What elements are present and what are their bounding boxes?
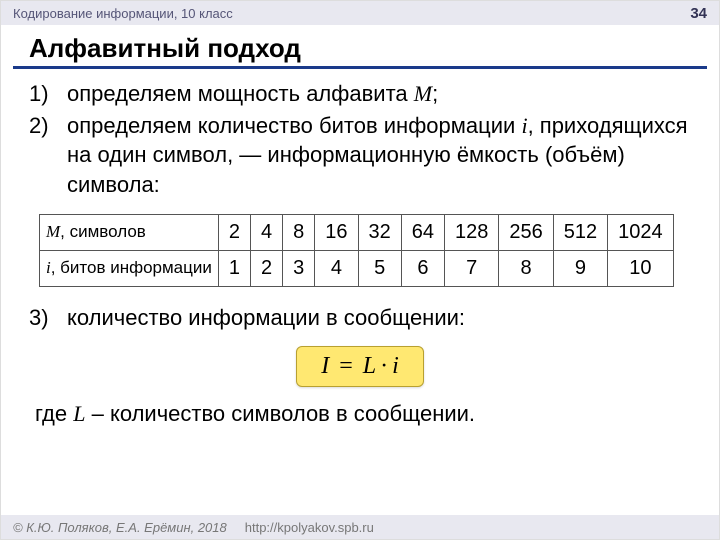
var-i2: i [392, 353, 399, 379]
equals: = [335, 353, 357, 379]
formula-box: I = L·i [296, 346, 424, 387]
step-1: определяем мощность алфавита M; [29, 79, 691, 109]
steps-list-2: количество информации в сообщении: [29, 303, 691, 333]
cell: 32 [358, 214, 401, 250]
slide-footer: © К.Ю. Поляков, Е.А. Ерёмин, 2018 http:/… [1, 515, 719, 539]
step-2: определяем количество битов информации i… [29, 111, 691, 200]
var-M: M [414, 81, 432, 106]
slide-title: Алфавитный подход [1, 25, 719, 66]
cell: 4 [315, 250, 358, 286]
cell: 16 [315, 214, 358, 250]
cell: 3 [283, 250, 315, 286]
cell: 1 [218, 250, 250, 286]
cell: 2 [218, 214, 250, 250]
cell: 6 [401, 250, 444, 286]
step-1-post: ; [432, 81, 438, 106]
cell: 2 [251, 250, 283, 286]
slide-content: определяем мощность алфавита M; определя… [1, 79, 719, 427]
footer-url: http://kpolyakov.spb.ru [245, 520, 374, 535]
cell: 10 [608, 250, 674, 286]
cell: 9 [553, 250, 607, 286]
step-3: количество информации в сообщении: [29, 303, 691, 333]
dot: · [376, 353, 392, 379]
where-pre: где [35, 401, 73, 426]
cell: 512 [553, 214, 607, 250]
var-L2: L [73, 401, 85, 426]
where-post: – количество символов в сообщении. [85, 401, 475, 426]
step-3-text: количество информации в сообщении: [67, 305, 465, 330]
title-underline [13, 66, 707, 69]
copyright: © К.Ю. Поляков, Е.А. Ерёмин, 2018 [13, 520, 227, 535]
row-header-i: i, битов информации [40, 250, 219, 286]
steps-list: определяем мощность алфавита M; определя… [29, 79, 691, 200]
row-header-M: M, символов [40, 214, 219, 250]
cell: 1024 [608, 214, 674, 250]
var-I: I [321, 353, 329, 379]
table-row: M, символов 2 4 8 16 32 64 128 256 512 1… [40, 214, 674, 250]
cell: 8 [283, 214, 315, 250]
cell: 256 [499, 214, 553, 250]
var-L: L [363, 353, 376, 379]
where-clause: где L – количество символов в сообщении. [29, 401, 691, 427]
table-row: i, битов информации 1 2 3 4 5 6 7 8 9 10 [40, 250, 674, 286]
course-label: Кодирование информации, 10 класс [13, 6, 233, 21]
cell: 7 [445, 250, 499, 286]
slide-header: Кодирование информации, 10 класс 34 [1, 1, 719, 25]
cell: 64 [401, 214, 444, 250]
alphabet-table: M, символов 2 4 8 16 32 64 128 256 512 1… [39, 214, 674, 287]
cell: 4 [251, 214, 283, 250]
cell: 128 [445, 214, 499, 250]
formula-wrap: I = L·i [29, 346, 691, 387]
step-1-text: определяем мощность алфавита [67, 81, 414, 106]
cell: 5 [358, 250, 401, 286]
page-number: 34 [690, 5, 707, 22]
step-2-text: определяем количество битов информации [67, 113, 521, 138]
cell: 8 [499, 250, 553, 286]
